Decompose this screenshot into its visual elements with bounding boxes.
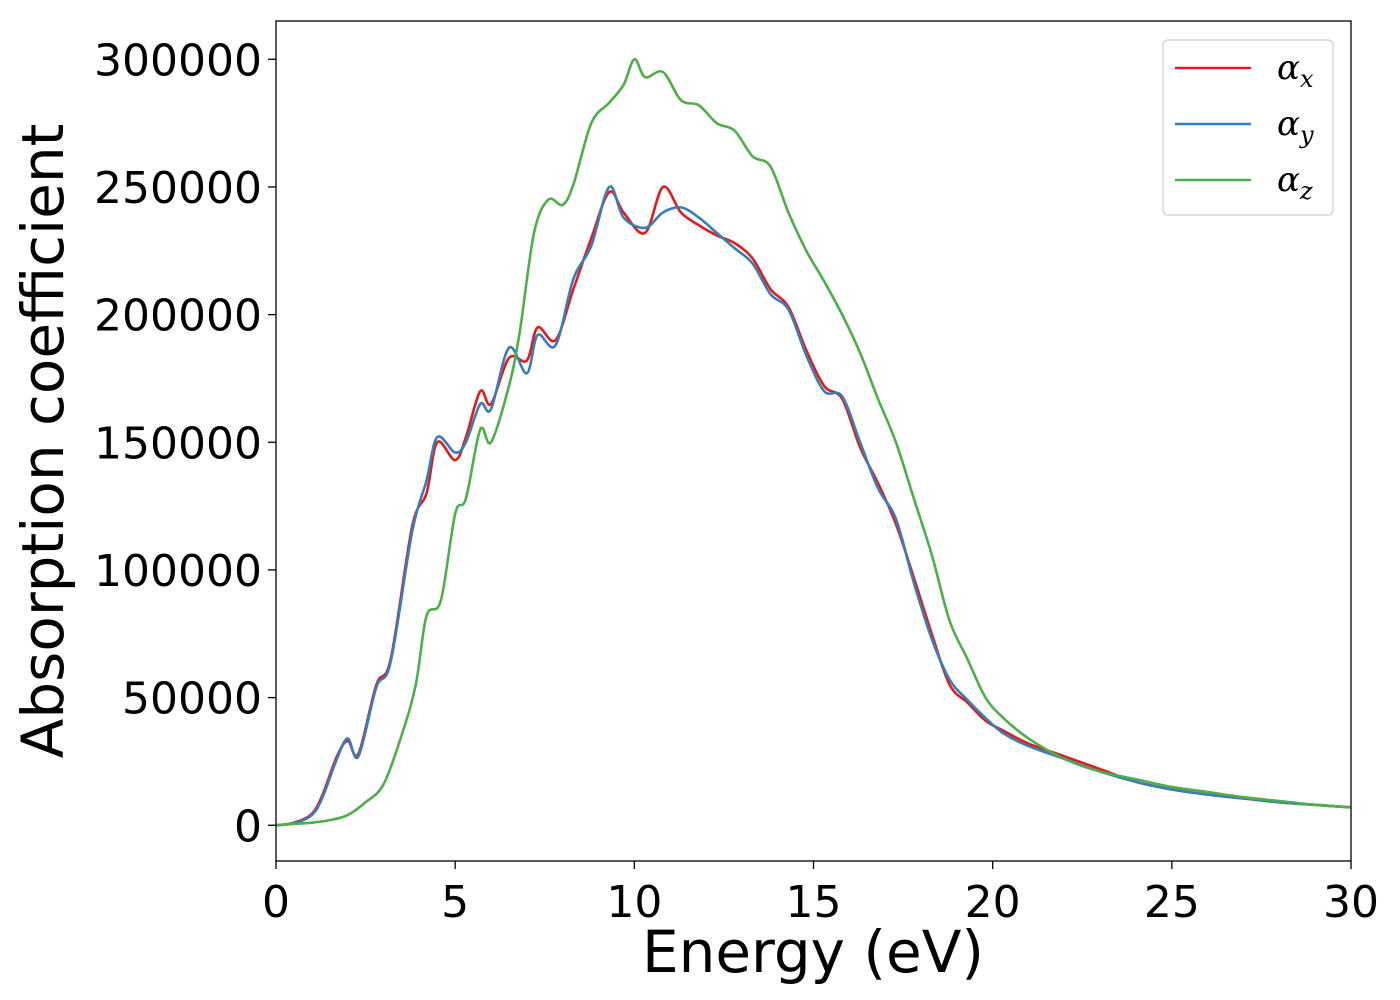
series-layer (275, 58, 1352, 827)
x-tick-label: 25 (1144, 877, 1200, 928)
legend-box (1162, 39, 1334, 216)
y-axis: 0 50000 100000 150000 200000 250000 300000 (94, 35, 276, 852)
legend: αx αy αz (1162, 39, 1334, 216)
y-axis-label: Absorption coefficient (9, 124, 77, 759)
x-tick-label: 10 (606, 877, 662, 928)
x-axis: 0 5 10 15 20 25 30 (262, 861, 1379, 928)
x-axis-label: Energy (eV) (642, 918, 984, 986)
y-tick-label: 150000 (94, 418, 262, 469)
y-tick-label: 200000 (94, 291, 262, 342)
y-tick-label: 50000 (122, 674, 262, 725)
y-tick-label: 0 (234, 801, 262, 852)
y-tick-label: 300000 (94, 35, 262, 86)
x-tick-label: 20 (965, 877, 1021, 928)
legend-label-z: αz (1277, 160, 1313, 205)
x-tick-label: 0 (262, 877, 290, 928)
series-line-y (275, 185, 1352, 827)
legend-label-y: αy (1277, 104, 1314, 149)
legend-label-x: αx (1277, 48, 1314, 93)
y-tick-label: 100000 (94, 546, 262, 597)
x-tick-label: 15 (786, 877, 842, 928)
x-tick-label: 30 (1323, 877, 1379, 928)
series-line-z (275, 58, 1352, 827)
x-tick-label: 5 (441, 877, 469, 928)
y-tick-label: 250000 (94, 163, 262, 214)
